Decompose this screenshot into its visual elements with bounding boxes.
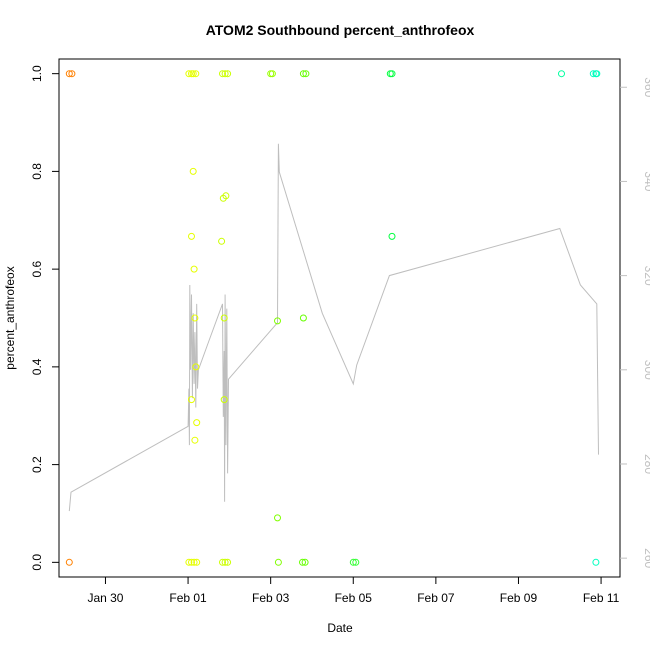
y2-tick-label: 280 xyxy=(642,454,650,474)
y2-axis: 260 280 300 320 340 360 xyxy=(620,77,650,568)
data-point xyxy=(352,558,360,566)
data-point xyxy=(193,419,201,427)
y-axis-label: percent_anthrofeox xyxy=(3,266,17,369)
data-point xyxy=(185,558,193,566)
data-point xyxy=(220,314,228,322)
points-layer xyxy=(65,70,601,566)
data-point xyxy=(192,363,200,371)
data-point xyxy=(299,558,306,566)
data-point xyxy=(188,396,195,404)
data-point xyxy=(65,70,73,78)
y-tick-label: 0.2 xyxy=(30,456,44,473)
data-point xyxy=(219,194,227,202)
y2-tick-label: 320 xyxy=(642,266,650,286)
data-point xyxy=(189,70,197,78)
data-point xyxy=(299,314,307,322)
plot-box xyxy=(58,58,621,578)
y2-tick-label: 300 xyxy=(642,360,650,380)
chart-title: ATOM2 Southbound percent_anthrofeox xyxy=(206,22,475,38)
y-tick-label: 0.6 xyxy=(30,260,44,277)
data-point xyxy=(219,70,226,78)
data-point xyxy=(592,558,600,566)
data-point xyxy=(558,70,565,78)
data-point xyxy=(274,558,282,566)
x-tick-label: Feb 01 xyxy=(169,591,207,605)
data-point xyxy=(188,558,195,566)
heading-line-layer xyxy=(68,143,599,512)
data-point xyxy=(221,70,229,78)
data-point xyxy=(268,70,276,78)
y-tick-label: 0.0 xyxy=(30,554,44,571)
data-point xyxy=(388,232,396,240)
data-point xyxy=(220,396,228,404)
data-point xyxy=(190,558,198,566)
data-point xyxy=(185,70,193,78)
x-tick-label: Feb 05 xyxy=(335,591,373,605)
y2-tick-label: 260 xyxy=(642,548,650,568)
y-tick-label: 0.4 xyxy=(30,358,44,375)
heading-line xyxy=(68,143,599,512)
x-tick-label: Feb 03 xyxy=(252,591,290,605)
data-point xyxy=(188,232,195,240)
x-axis-label: Date xyxy=(327,621,353,635)
y-tick-label: 1.0 xyxy=(30,65,44,82)
x-tick-label: Feb 07 xyxy=(417,591,455,605)
data-point xyxy=(192,70,200,78)
x-tick-label: Jan 30 xyxy=(87,591,123,605)
y2-tick-label: 340 xyxy=(642,171,650,191)
data-point xyxy=(301,558,309,566)
data-point xyxy=(224,558,232,566)
data-point xyxy=(193,558,201,566)
x-axis: Jan 30 Feb 01 Feb 03 Feb 05 Feb 07 Feb 09 Feb … xyxy=(87,577,620,605)
data-point xyxy=(219,558,226,566)
data-point xyxy=(189,167,197,175)
data-point xyxy=(388,70,396,78)
y-axis: 0.0 0.2 0.4 0.6 0.8 1.0 xyxy=(30,65,59,571)
data-point xyxy=(302,70,310,78)
data-point xyxy=(218,237,226,245)
data-point xyxy=(274,317,281,325)
data-point xyxy=(191,314,199,322)
data-point xyxy=(224,70,232,78)
data-point xyxy=(274,514,281,522)
data-point xyxy=(190,265,198,273)
y-tick-label: 0.8 xyxy=(30,163,44,180)
data-point xyxy=(221,558,229,566)
data-point xyxy=(65,558,73,566)
data-point xyxy=(589,70,597,78)
y2-tick-label: 360 xyxy=(642,77,650,97)
x-tick-label: Feb 11 xyxy=(583,591,620,605)
x-tick-label: Feb 09 xyxy=(500,591,538,605)
data-point xyxy=(68,70,76,78)
data-point xyxy=(593,70,601,78)
data-point xyxy=(191,436,199,444)
data-point xyxy=(299,70,307,78)
data-point xyxy=(349,558,357,566)
